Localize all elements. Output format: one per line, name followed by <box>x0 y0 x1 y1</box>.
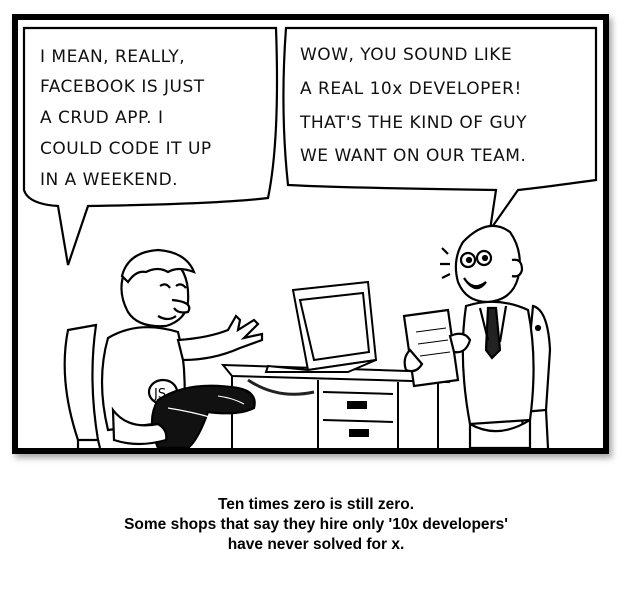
right-bubble-line-4: WE WANT ON OUR TEAM. <box>300 146 526 166</box>
left-bubble-line-1: I MEAN, REALLY, <box>40 47 185 67</box>
caption-line-3: have never solved for x. <box>227 536 405 553</box>
right-bubble-line-3: THAT'S THE KIND OF GUY <box>299 113 527 133</box>
caption-line-2: Some shops that say they hire only '10x … <box>124 516 508 533</box>
comic-caption: Ten times zero is still zero. Some shops… <box>0 495 632 555</box>
left-speech-bubble <box>22 26 279 266</box>
left-bubble-line-3: A CRUD APP. I <box>40 108 163 128</box>
comic-panel: I MEAN, REALLY, FACEBOOK IS JUST A CRUD … <box>12 14 609 454</box>
left-bubble-line-4: COULD CODE IT UP <box>40 139 212 159</box>
comic-illustration: I MEAN, REALLY, FACEBOOK IS JUST A CRUD … <box>22 26 598 448</box>
right-speech-bubble <box>282 26 598 231</box>
left-bubble-line-5: IN A WEEKEND. <box>40 170 178 190</box>
right-bubble-line-2: A REAL 10x DEVELOPER! <box>300 79 522 99</box>
right-bubble-line-1: WOW, YOU SOUND LIKE <box>300 45 512 65</box>
interviewer-figure <box>402 224 535 448</box>
candidate-figure: JS <box>100 248 264 448</box>
caption-line-1: Ten times zero is still zero. <box>217 496 415 513</box>
left-bubble-line-2: FACEBOOK IS JUST <box>40 77 205 97</box>
laptop-icon <box>264 280 378 373</box>
left-chair <box>63 323 102 448</box>
